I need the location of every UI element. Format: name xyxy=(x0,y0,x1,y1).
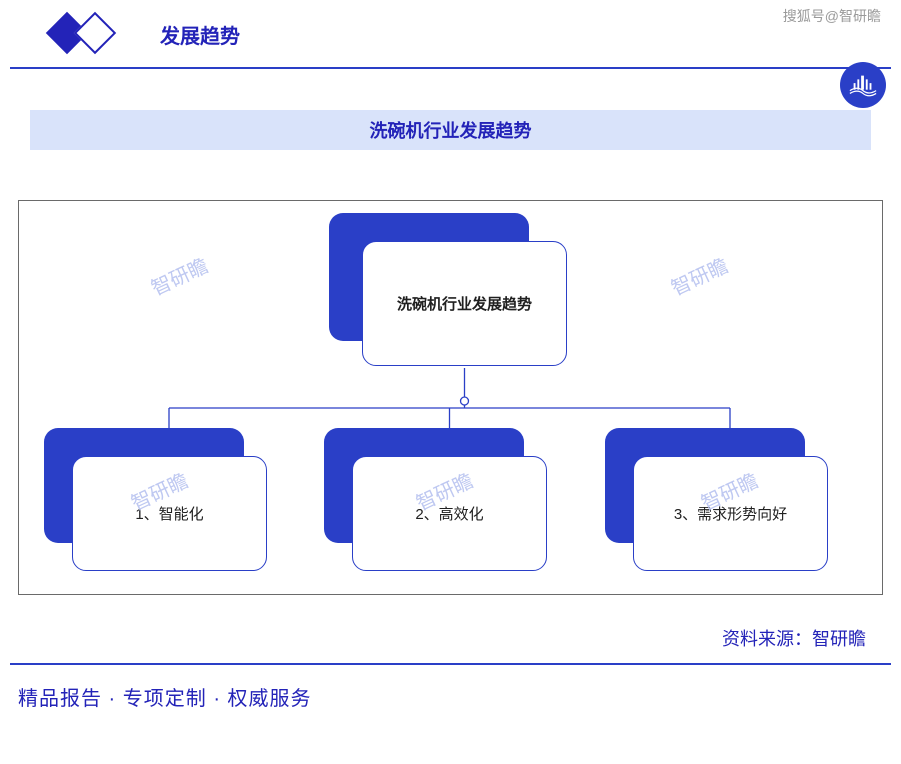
tree-root-node: 洗碗机行业发展趋势 xyxy=(329,213,574,368)
diagram-watermark: 智研瞻 xyxy=(146,250,213,302)
header-logo xyxy=(40,10,130,55)
diagram-watermark: 智研瞻 xyxy=(666,250,733,302)
diagram-frame: 洗碗机行业发展趋势 1、智能化 2 xyxy=(18,200,883,595)
tree-child-node: 3、需求形势向好 xyxy=(605,428,855,578)
subtitle-text: 洗碗机行业发展趋势 xyxy=(370,117,532,143)
child-label: 2、高效化 xyxy=(415,503,483,524)
footer-text: 精品报告 · 专项定制 · 权威服务 xyxy=(18,682,312,711)
top-divider xyxy=(10,67,891,69)
tree-child-node: 1、智能化 xyxy=(44,428,294,578)
top-right-watermark: 搜狐号@智研瞻 xyxy=(783,6,881,26)
tree-child-node: 2、高效化 xyxy=(324,428,574,578)
child-label: 3、需求形势向好 xyxy=(674,503,787,524)
child-label: 1、智能化 xyxy=(135,503,203,524)
source-label: 资料来源：智研瞻 xyxy=(722,625,866,651)
root-label: 洗碗机行业发展趋势 xyxy=(397,293,532,314)
subtitle-bar: 洗碗机行业发展趋势 xyxy=(30,110,871,150)
diamond-outline-icon xyxy=(74,12,116,54)
tree-diagram: 洗碗机行业发展趋势 1、智能化 2 xyxy=(19,201,882,594)
brand-badge-icon xyxy=(840,62,886,108)
bottom-divider xyxy=(10,663,891,665)
page-title: 发展趋势 xyxy=(160,20,240,49)
